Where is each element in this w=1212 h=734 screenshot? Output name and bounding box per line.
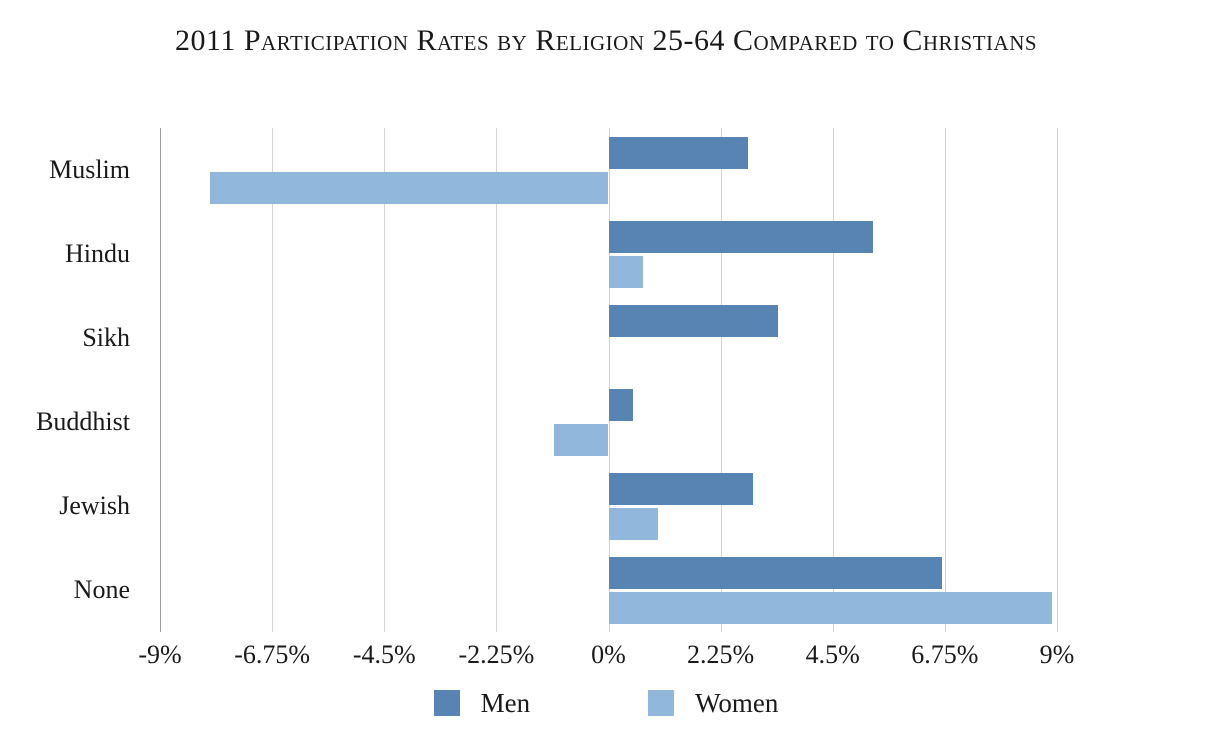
legend-swatch-men (433, 690, 460, 716)
x-tick-label: -4.5% (352, 640, 416, 669)
legend-label: Women (695, 687, 779, 718)
gridline (272, 128, 274, 632)
x-tick-label: 9% (1039, 640, 1075, 669)
bar-women-none (608, 592, 1053, 624)
value-axis-labels: -9% -6.75% -4.5% -2.25% 0% 2.25% 4.5% 6.75% 9% (0, 640, 1212, 672)
gridline (384, 128, 386, 632)
legend: Men Women (0, 684, 1212, 722)
legend-item-women: Women (648, 688, 778, 719)
chart-title: 2011 Participation Rates by Religion 25-… (174, 24, 1038, 57)
x-tick-label: -2.25% (458, 640, 535, 669)
bar-men-none (608, 557, 943, 589)
x-tick-label: -6.75% (234, 640, 311, 669)
bar-women-jewish (608, 508, 659, 540)
category-label: Sikh (82, 323, 130, 352)
gridline (944, 128, 946, 632)
gridline (720, 128, 722, 632)
bar-men-buddhist (608, 389, 634, 421)
bar-women-buddhist (553, 424, 609, 456)
bar-men-muslim (608, 137, 749, 169)
x-tick-label: 2.25% (687, 640, 755, 669)
gridline (608, 128, 610, 632)
bar-men-hindu (608, 221, 873, 253)
category-label: Jewish (59, 491, 130, 520)
legend-label: Men (480, 687, 531, 718)
x-tick-label: 4.5% (805, 640, 860, 669)
category-axis-line (160, 128, 161, 632)
category-axis-labels: Muslim Hindu Sikh Buddhist Jewish None (0, 128, 130, 632)
category-label: Buddhist (36, 407, 130, 436)
category-label: None (73, 575, 130, 604)
legend-swatch-women (648, 690, 675, 716)
category-label: Muslim (49, 155, 130, 184)
bar-men-jewish (608, 473, 754, 505)
bar-women-muslim (209, 172, 609, 204)
gridline (496, 128, 498, 632)
gridline (832, 128, 834, 632)
category-label: Hindu (65, 239, 130, 268)
bar-women-hindu (608, 256, 644, 288)
x-tick-label: -9% (138, 640, 182, 669)
x-tick-label: 0% (591, 640, 626, 669)
plot-area (160, 128, 1058, 632)
bar-men-sikh (608, 305, 778, 337)
legend-item-men: Men (433, 687, 531, 719)
gridline (1057, 128, 1058, 632)
x-tick-label: 6.75% (911, 640, 979, 669)
